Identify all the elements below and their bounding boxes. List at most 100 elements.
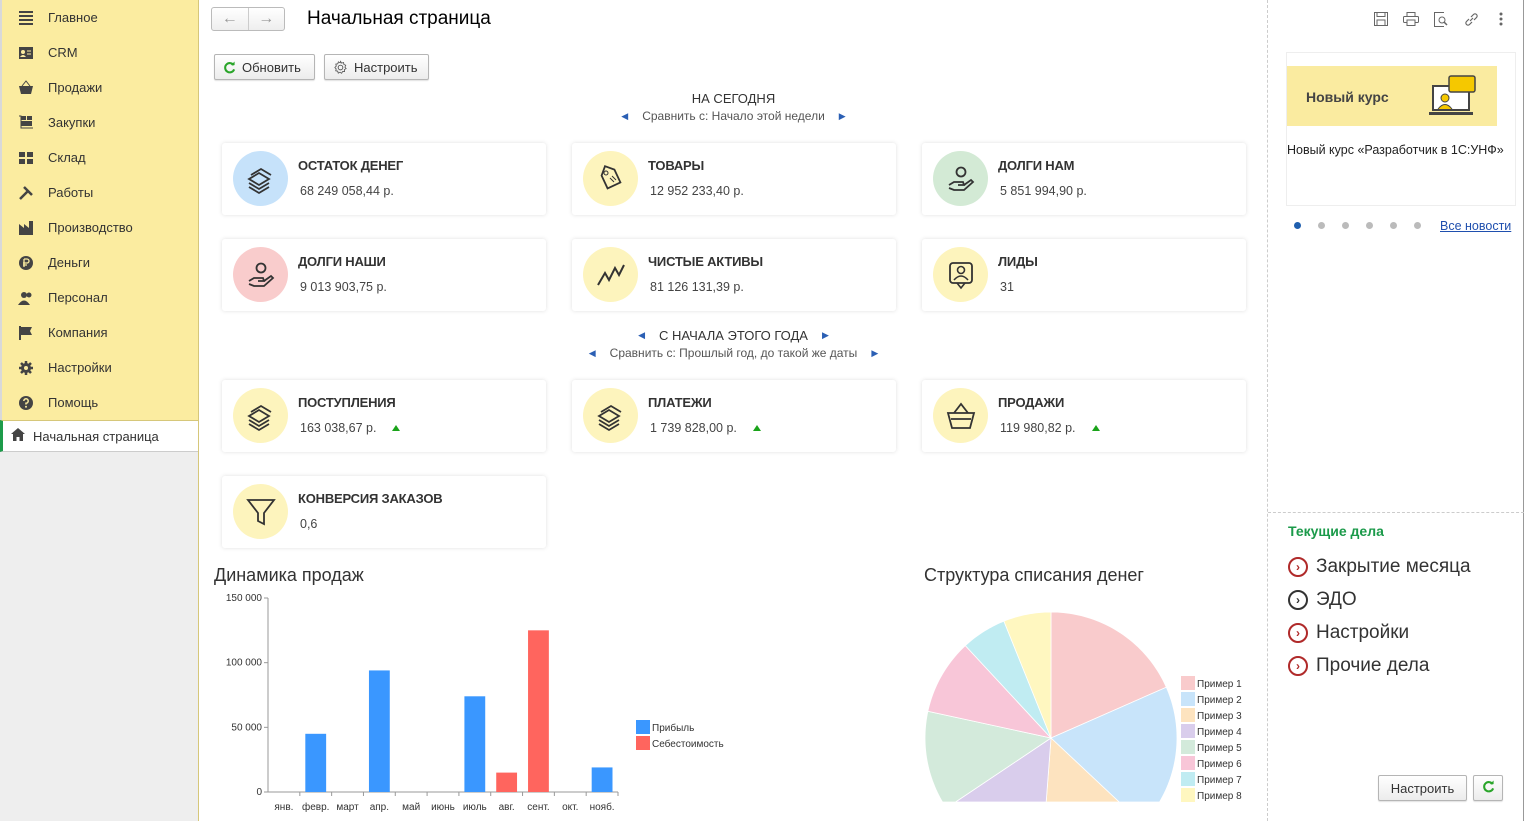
news-card[interactable]: Новый курс Новый курс «Разработчик в 1С:… [1286,52,1516,206]
sidebar-item-home[interactable]: Начальная страница [0,420,198,452]
kpi-value-row: 119 980,82 р. [1000,421,1100,435]
preview-icon[interactable] [1432,10,1450,28]
next-period-arrow[interactable]: ▶ [838,110,846,121]
year-heading-row: ◀ С НАЧАЛА ЭТОГО ГОДА ▶ [200,328,1267,343]
legend-swatch [1181,676,1195,690]
configure-button[interactable]: Настроить [324,54,429,80]
task-label: Настройки [1316,622,1410,643]
all-news-link[interactable]: Все новости [1440,219,1512,233]
pager-dot[interactable] [1414,222,1421,229]
kpi-card[interactable]: ДОЛГИ НАШИ 9 013 903,75 р. [222,239,546,311]
link-icon[interactable] [1462,10,1480,28]
legend-label: Пример 4 [1197,727,1242,738]
sidebar-item-4[interactable]: Склад [2,140,198,175]
sidebar-item-8[interactable]: Персонал [2,280,198,315]
news-banner: Новый курс [1287,66,1497,126]
tasks-refresh-button[interactable] [1473,775,1503,801]
bar-Себестоимость[interactable] [528,630,549,792]
menu-icon [16,10,36,26]
kpi-card[interactable]: КОНВЕРСИЯ ЗАКАЗОВ 0,6 [222,476,546,548]
pager-dot[interactable] [1342,222,1349,229]
task-item[interactable]: › Закрытие месяца [1288,556,1471,578]
lead-icon [948,261,973,289]
compare-label[interactable]: Сравнить с: Начало этой недели [642,109,825,123]
pie-slice[interactable] [927,645,1053,739]
news-text[interactable]: Новый курс «Разработчик в 1С:УНФ» [1287,143,1504,157]
people-icon [16,290,36,306]
kpi-card[interactable]: ДОЛГИ НАМ 5 851 994,90 р. [922,143,1246,215]
pie-slice[interactable] [1050,686,1178,802]
pie-slice[interactable] [964,620,1052,739]
pie-slice[interactable] [1003,611,1052,739]
pager-dot-active[interactable] [1294,222,1301,229]
sidebar-item-7[interactable]: Деньги [2,245,198,280]
compare-label[interactable]: Сравнить с: Прошлый год, до такой же дат… [609,346,858,360]
kpi-value: 1 739 828,00 р. [650,421,737,435]
prev-period-arrow[interactable]: ◀ [588,347,596,358]
sidebar-item-2[interactable]: Продажи [2,70,198,105]
sidebar-item-1[interactable]: CRM [2,35,198,70]
forward-button[interactable]: → [258,10,275,27]
task-item[interactable]: › Прочие дела [1288,655,1429,677]
sidebar-item-10[interactable]: Настройки [2,350,198,385]
bar-Прибыль[interactable] [464,696,486,792]
next-year-arrow[interactable]: ▶ [821,330,829,340]
kpi-value-row: 1 739 828,00 р. [650,421,761,435]
kpi-value: 68 249 058,44 р. [300,184,394,198]
kpi-card[interactable]: ЧИСТЫЕ АКТИВЫ 81 126 131,39 р. [572,239,896,311]
sidebar-item-label: CRM [48,45,78,60]
back-button[interactable]: ← [212,8,249,30]
cart-icon [16,115,36,131]
refresh-button[interactable]: Обновить [214,54,315,80]
kpi-icon-circle [233,484,288,539]
kpi-value-row: 5 851 994,90 р. [1000,184,1087,198]
tasks-heading: Текущие дела [1288,523,1384,539]
prev-year-arrow[interactable]: ◀ [638,330,646,340]
bar-Прибыль[interactable] [368,670,390,792]
nav-buttons: ← → [211,7,285,31]
kpi-value: 81 126 131,39 р. [650,280,744,294]
bar-Себестоимость[interactable] [496,772,518,792]
pager-dot[interactable] [1366,222,1373,229]
tasks-configure-button[interactable]: Настроить [1378,775,1467,801]
price-tag-icon [600,164,622,190]
kpi-card[interactable]: ЛИДЫ 31 [922,239,1246,311]
sidebar-item-label: Начальная страница [33,428,159,444]
pie-slice[interactable] [924,710,1053,802]
sidebar-item-6[interactable]: Производство [2,210,198,245]
legend-swatch [1181,788,1195,802]
task-item[interactable]: › Настройки [1288,622,1409,644]
divider [1268,512,1524,513]
sidebar-item-11[interactable]: Помощь [2,385,198,420]
kpi-card[interactable]: ОСТАТОК ДЕНЕГ 68 249 058,44 р. [222,143,546,215]
task-item[interactable]: › ЭДО [1288,589,1357,611]
more-icon[interactable] [1492,10,1510,28]
sidebar-item-3[interactable]: Закупки [2,105,198,140]
pie-slice[interactable] [1050,611,1167,739]
kpi-card[interactable]: ПОСТУПЛЕНИЯ 163 038,67 р. [222,380,546,452]
sidebar-item-9[interactable]: Компания [2,315,198,350]
kpi-card[interactable]: ПЛАТЕЖИ 1 739 828,00 р. [572,380,896,452]
kpi-icon-circle [583,247,638,302]
y-tick-label: 50 000 [231,722,262,733]
sidebar-item-label: Работы [48,185,94,200]
chevron-right-icon: › [1288,656,1308,676]
sidebar-item-5[interactable]: Работы [2,175,198,210]
x-tick-label: окт. [562,802,578,813]
next-period-arrow[interactable]: ▶ [871,347,879,358]
print-icon[interactable] [1402,10,1420,28]
factory-icon [16,220,36,236]
prev-period-arrow[interactable]: ◀ [621,110,629,121]
sidebar-item-0[interactable]: Главное [2,0,198,35]
news-pager [1294,222,1421,229]
configure-label: Настроить [354,59,418,75]
bar-Прибыль[interactable] [305,733,327,792]
x-tick-label: янв. [274,802,293,813]
save-icon[interactable] [1372,10,1390,28]
kpi-icon-circle [933,388,988,443]
pager-dot[interactable] [1390,222,1397,229]
pager-dot[interactable] [1318,222,1325,229]
bar-Прибыль[interactable] [591,767,613,792]
kpi-card[interactable]: ПРОДАЖИ 119 980,82 р. [922,380,1246,452]
kpi-card[interactable]: ТОВАРЫ 12 952 233,40 р. [572,143,896,215]
